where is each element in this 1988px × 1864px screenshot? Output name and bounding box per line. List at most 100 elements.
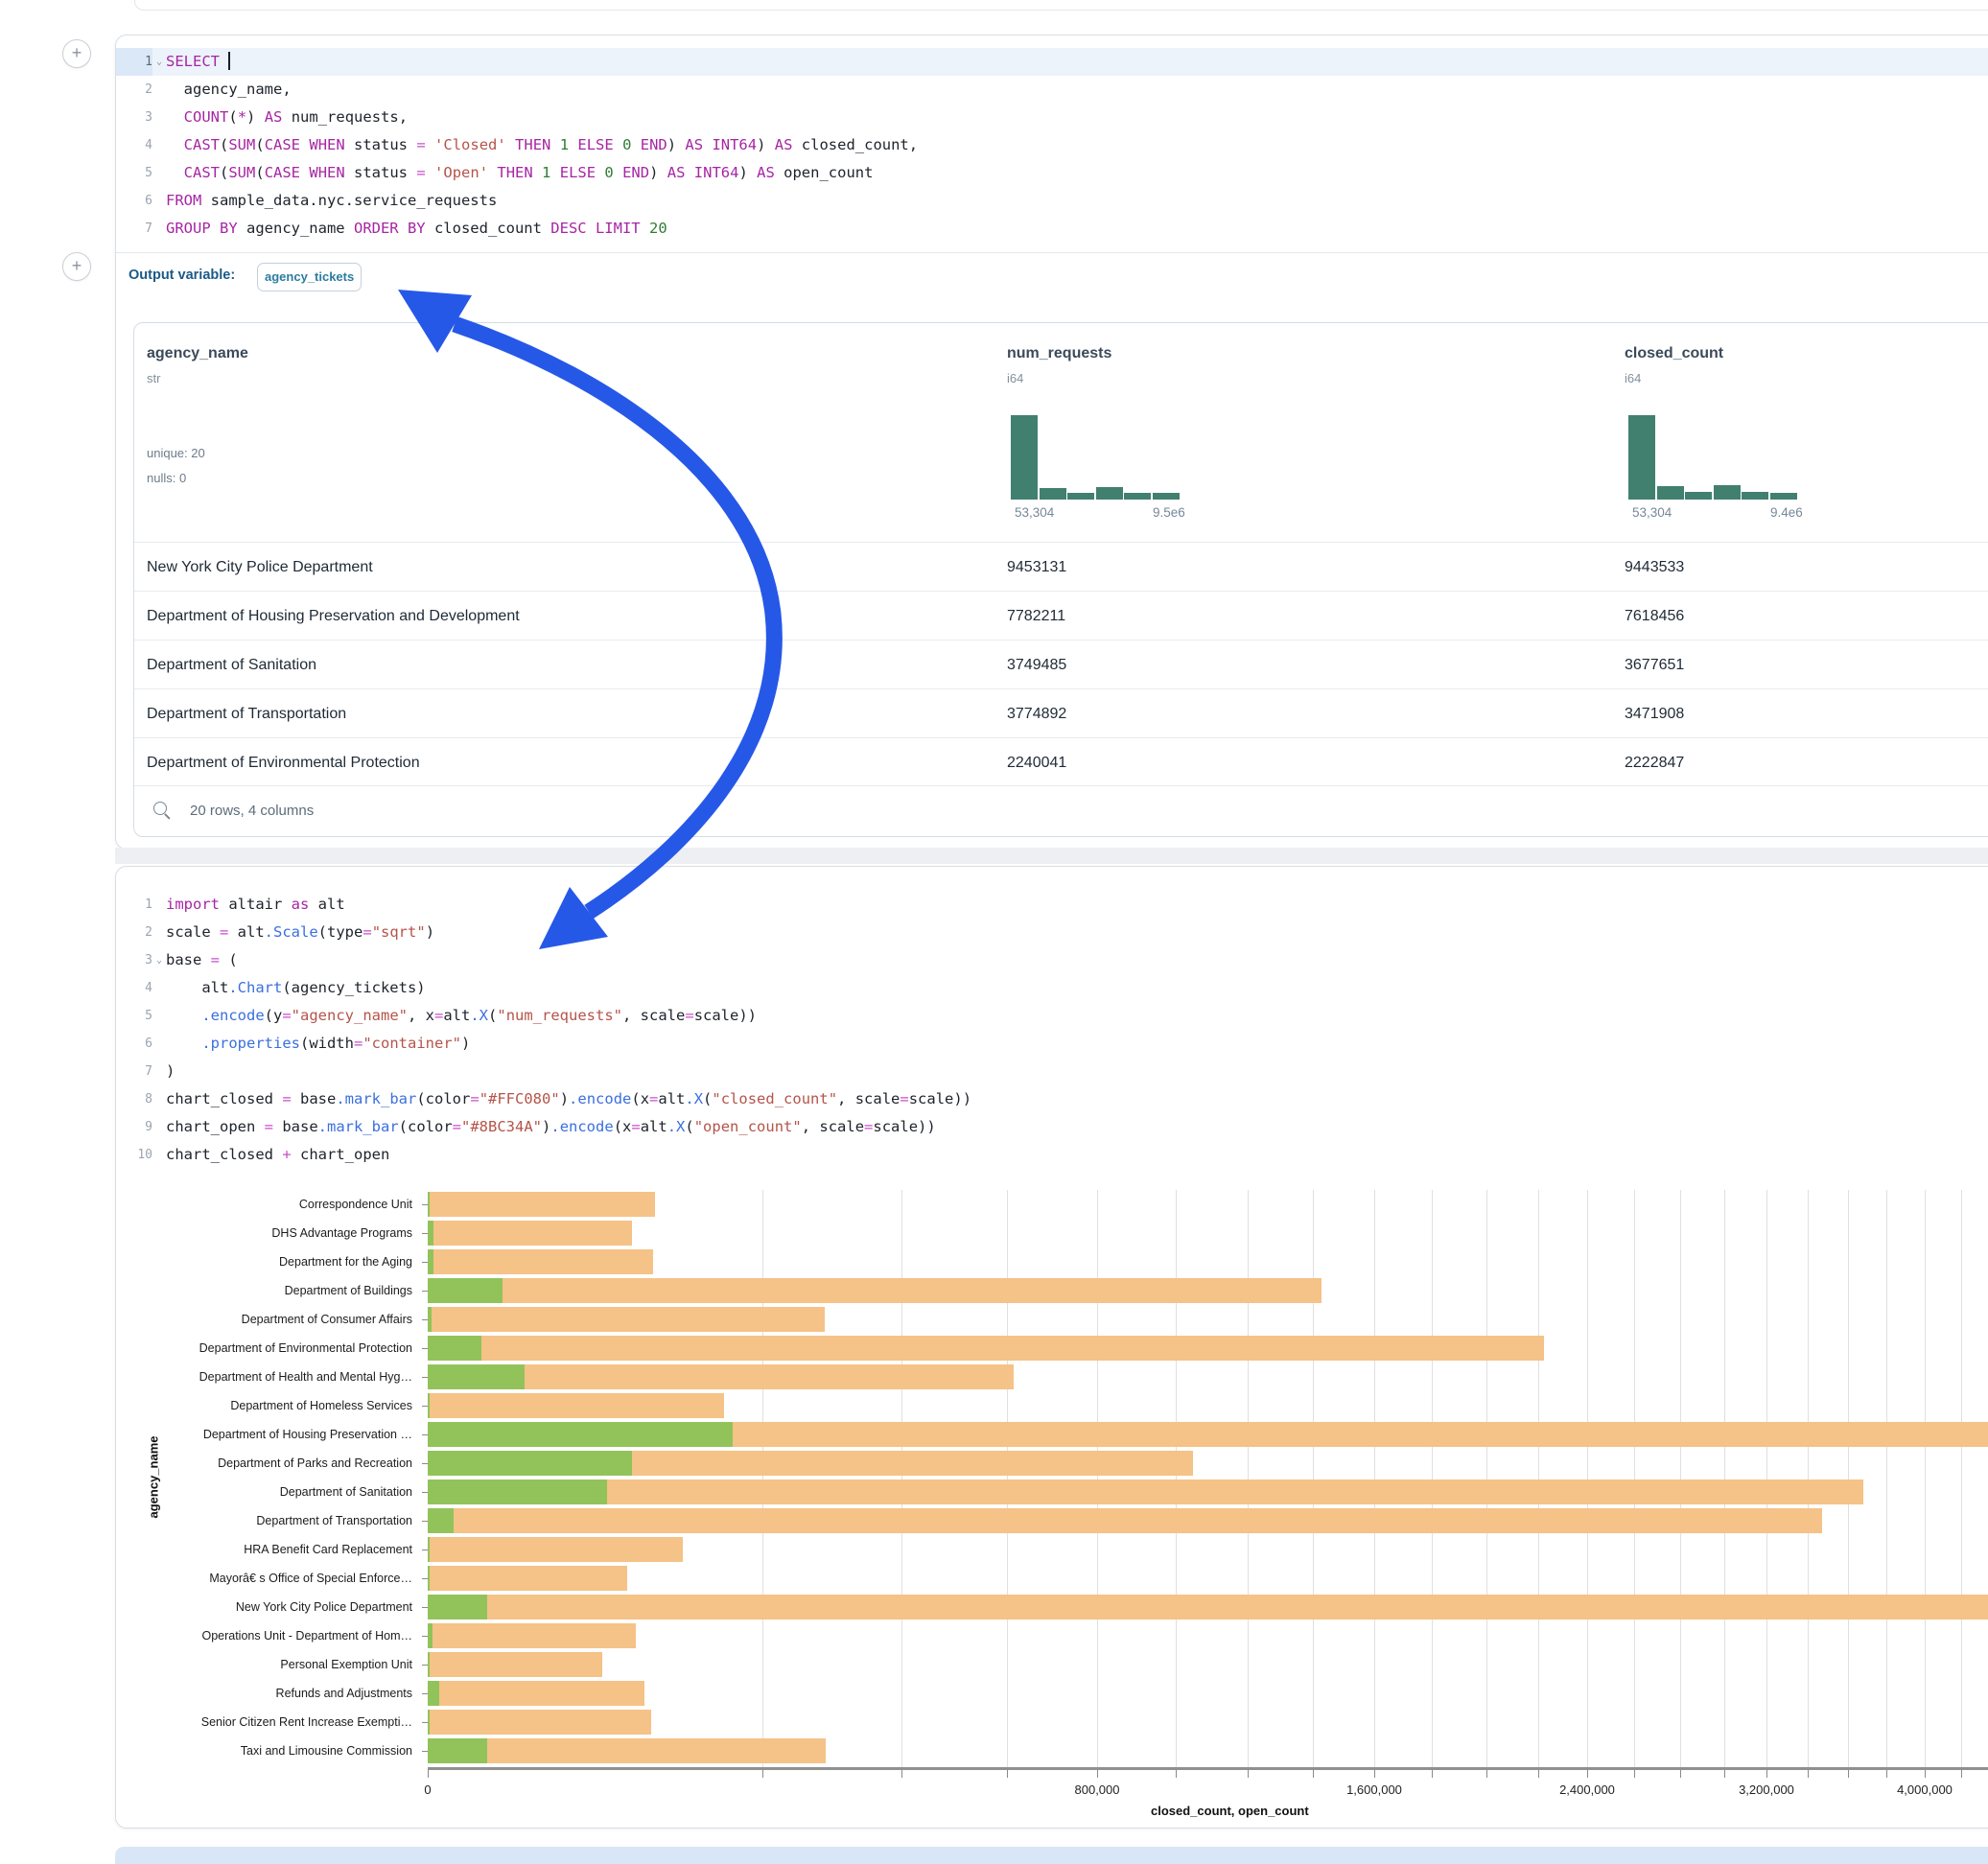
x-tick bbox=[1486, 1770, 1487, 1778]
x-tick bbox=[1808, 1770, 1809, 1778]
row-count-status: 20 rows, 4 columns bbox=[190, 786, 314, 836]
code-line[interactable]: 4 CAST(SUM(CASE WHEN status = 'Closed' T… bbox=[116, 131, 1988, 159]
table-row[interactable]: Department of Sanitation37494853677651 bbox=[134, 640, 1988, 689]
y-axis-label: Department of Homeless Services bbox=[0, 1391, 412, 1420]
code-text: ) bbox=[166, 1058, 175, 1085]
line-number: 4 bbox=[116, 131, 152, 159]
bar-closed-count bbox=[428, 1393, 724, 1418]
code-line[interactable]: 6FROM sample_data.nyc.service_requests bbox=[116, 187, 1988, 215]
column-type-closed-count: i64 bbox=[1625, 371, 1641, 385]
code-line[interactable]: 6 .properties(width="container") bbox=[116, 1030, 1988, 1058]
bar-open-count bbox=[428, 1307, 432, 1332]
cell-agency-name: Department of Housing Preservation and D… bbox=[147, 592, 520, 641]
code-line[interactable]: 4 alt.Chart(agency_tickets) bbox=[116, 974, 1988, 1002]
bar-open-count bbox=[428, 1566, 430, 1591]
sql-code-editor[interactable]: 1⌄SELECT 2 agency_name,3 COUNT(*) AS num… bbox=[116, 48, 1988, 243]
code-line[interactable]: 10chart_closed + chart_open bbox=[116, 1141, 1988, 1169]
line-number: 5 bbox=[116, 1002, 152, 1030]
line-number: 3 bbox=[116, 946, 152, 974]
line-number: 7 bbox=[116, 215, 152, 243]
code-line[interactable]: 5 CAST(SUM(CASE WHEN status = 'Open' THE… bbox=[116, 159, 1988, 187]
column-header-agency-name[interactable]: agency_name bbox=[147, 345, 248, 362]
line-number: 5 bbox=[116, 159, 152, 187]
gridline bbox=[1808, 1190, 1809, 1767]
line-number: 7 bbox=[116, 1058, 152, 1085]
fold-spacer bbox=[152, 1113, 166, 1141]
python-code-editor[interactable]: 1import altair as alt2scale = alt.Scale(… bbox=[116, 891, 1988, 1169]
code-text: import altair as alt bbox=[166, 891, 345, 919]
cell-num-requests: 3749485 bbox=[1007, 641, 1066, 689]
x-tick bbox=[1097, 1770, 1098, 1778]
bar-closed-count bbox=[428, 1681, 644, 1706]
cell-divider[interactable] bbox=[115, 848, 1988, 864]
bar-closed-count bbox=[428, 1710, 651, 1735]
code-line[interactable]: 2 agency_name, bbox=[116, 76, 1988, 104]
x-tick bbox=[1374, 1770, 1375, 1778]
add-cell-button-output[interactable]: + bbox=[62, 252, 91, 281]
bar-closed-count bbox=[428, 1738, 826, 1763]
y-axis-label: Department of Sanitation bbox=[0, 1478, 412, 1506]
column-header-num-requests[interactable]: num_requests bbox=[1007, 345, 1111, 362]
gridline bbox=[1176, 1190, 1177, 1767]
table-row[interactable]: Department of Environmental Protection22… bbox=[134, 737, 1988, 787]
gridline bbox=[1248, 1190, 1249, 1767]
code-line[interactable]: 1import altair as alt bbox=[116, 891, 1988, 919]
bar-closed-count bbox=[428, 1566, 627, 1591]
output-variable-label: Output variable: bbox=[129, 268, 235, 283]
add-cell-button-top[interactable]: + bbox=[62, 39, 91, 68]
line-number: 6 bbox=[116, 187, 152, 215]
histogram-min-label: 53,304 bbox=[1015, 505, 1054, 520]
bar-closed-count bbox=[428, 1221, 632, 1246]
bar-closed-count bbox=[428, 1249, 653, 1274]
code-line[interactable]: 7GROUP BY agency_name ORDER BY closed_co… bbox=[116, 215, 1988, 243]
table-row[interactable]: Department of Housing Preservation and D… bbox=[134, 591, 1988, 641]
gridline bbox=[1961, 1190, 1962, 1767]
code-line[interactable]: 7) bbox=[116, 1058, 1988, 1085]
code-line[interactable]: 3 COUNT(*) AS num_requests, bbox=[116, 104, 1988, 131]
gridline bbox=[1313, 1190, 1314, 1767]
code-line[interactable]: 3⌄base = ( bbox=[116, 946, 1988, 974]
x-tick bbox=[762, 1770, 763, 1778]
next-cell-top-edge[interactable] bbox=[115, 1847, 1988, 1864]
table-row[interactable]: New York City Police Department945313194… bbox=[134, 542, 1988, 592]
code-text: .properties(width="container") bbox=[166, 1030, 470, 1058]
bar-open-count bbox=[428, 1738, 487, 1763]
cell-closed-count: 2222847 bbox=[1625, 738, 1684, 787]
bar-open-count bbox=[428, 1623, 433, 1648]
fold-chevron-icon[interactable]: ⌄ bbox=[152, 946, 166, 974]
bar-closed-count bbox=[428, 1652, 602, 1677]
x-tick bbox=[1432, 1770, 1433, 1778]
code-line[interactable]: 5 .encode(y="agency_name", x=alt.X("num_… bbox=[116, 1002, 1988, 1030]
column-header-closed-count[interactable]: closed_count bbox=[1625, 345, 1723, 362]
code-line[interactable]: 1⌄SELECT bbox=[116, 48, 1988, 76]
fold-spacer bbox=[152, 1058, 166, 1085]
histogram-bar bbox=[1770, 493, 1797, 500]
code-line[interactable]: 2scale = alt.Scale(type="sqrt") bbox=[116, 919, 1988, 946]
histogram-min-label: 53,304 bbox=[1632, 505, 1672, 520]
fold-chevron-icon[interactable]: ⌄ bbox=[152, 48, 166, 76]
column-type-num-requests: i64 bbox=[1007, 371, 1023, 385]
y-axis-label: New York City Police Department bbox=[0, 1593, 412, 1621]
bar-closed-count bbox=[428, 1508, 1822, 1533]
search-icon[interactable] bbox=[153, 802, 167, 815]
table-row[interactable]: Department of Transportation377489234719… bbox=[134, 688, 1988, 738]
bar-open-count bbox=[428, 1393, 430, 1418]
bar-open-count bbox=[428, 1192, 430, 1217]
altair-bar-chart: agency_name closed_count, open_count Cor… bbox=[0, 1190, 1988, 1842]
code-text: CAST(SUM(CASE WHEN status = 'Closed' THE… bbox=[166, 131, 918, 159]
fold-spacer bbox=[152, 76, 166, 104]
gridline bbox=[1374, 1190, 1375, 1767]
code-line[interactable]: 8chart_closed = base.mark_bar(color="#FF… bbox=[116, 1085, 1988, 1113]
x-tick bbox=[1961, 1770, 1962, 1778]
output-variable-pill[interactable]: agency_tickets bbox=[257, 263, 362, 291]
fold-spacer bbox=[152, 1030, 166, 1058]
cell-num-requests: 2240041 bbox=[1007, 738, 1066, 787]
x-tick bbox=[1007, 1770, 1008, 1778]
bar-closed-count bbox=[428, 1336, 1544, 1361]
histogram-max-label: 9.5e6 bbox=[1153, 505, 1185, 520]
bar-open-count bbox=[428, 1336, 481, 1361]
code-line[interactable]: 9chart_open = base.mark_bar(color="#8BC3… bbox=[116, 1113, 1988, 1141]
bar-open-count bbox=[428, 1652, 430, 1677]
cell-num-requests: 7782211 bbox=[1007, 592, 1065, 641]
gridline bbox=[1432, 1190, 1433, 1767]
